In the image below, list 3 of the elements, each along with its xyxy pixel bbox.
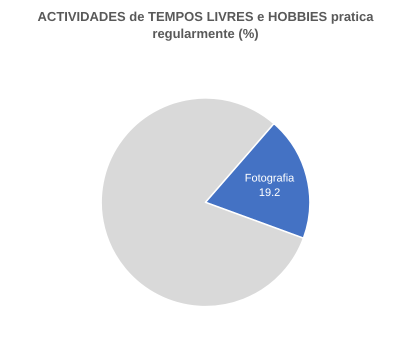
slice-label: Fotografia (244, 172, 296, 185)
data-label: 19.2 (258, 186, 280, 199)
chart-title: ACTIVIDADES de TEMPOS LIVRES e HOBBIES pratica regularmente (%) (38, 9, 374, 42)
